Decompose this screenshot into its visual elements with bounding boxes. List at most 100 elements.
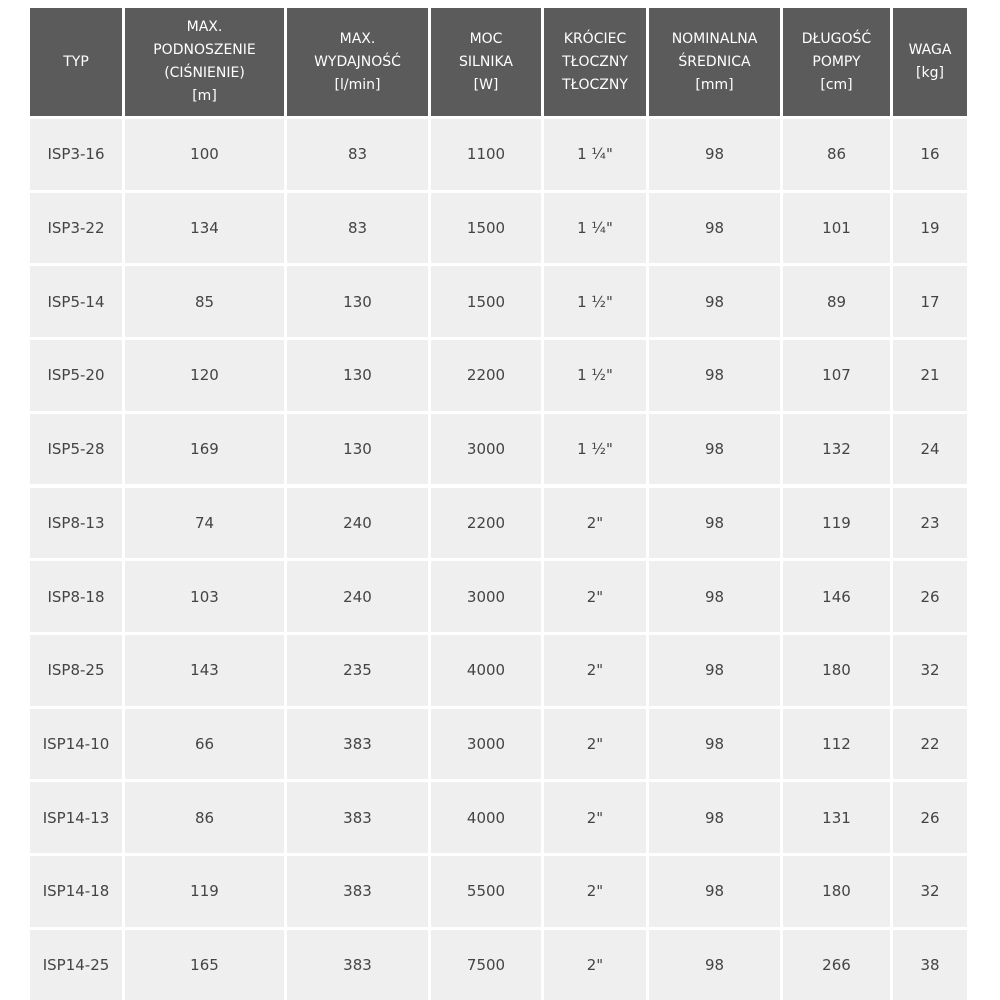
cell-text: 1 ¼" <box>577 145 613 164</box>
cell-text: ISP14-18 <box>42 882 110 901</box>
header-cell: WAGA [kg] <box>893 8 967 116</box>
table-cell: 19 <box>893 192 967 264</box>
cell-text: 98 <box>704 366 725 385</box>
table-cell: 17 <box>893 266 967 338</box>
cell-text: 98 <box>704 219 725 238</box>
table-cell: 240 <box>287 487 428 559</box>
cell-text: ISP8-13 <box>47 513 105 532</box>
cell-text: 130 <box>343 366 372 385</box>
cell-text: 5500 <box>466 882 506 901</box>
cell-text: 2" <box>586 661 604 680</box>
header-text: ŚREDNICA <box>678 53 751 70</box>
cell-text: 107 <box>822 366 851 385</box>
cell-text: 26 <box>920 587 940 606</box>
cell-text: 98 <box>704 661 725 680</box>
cell-text: 1 ½" <box>577 292 613 311</box>
table-cell: 2" <box>544 856 646 927</box>
header-text: [mm] <box>695 76 734 93</box>
cell-text: 89 <box>826 292 847 311</box>
table-cell: 107 <box>783 340 890 411</box>
header-text: (CIŚNIENIE) <box>164 65 245 81</box>
table-cell: ISP14-25 <box>30 929 122 1000</box>
cell-text: 383 <box>343 882 372 901</box>
table-cell: 143 <box>125 634 284 706</box>
table-cell: 266 <box>783 929 890 1000</box>
cell-text: 3000 <box>466 734 506 753</box>
table-cell: 98 <box>649 340 780 411</box>
table-cell: 2" <box>544 634 646 706</box>
table-cell: 2200 <box>431 340 541 411</box>
table-cell: 38 <box>893 929 967 1000</box>
cell-text: 266 <box>822 956 851 975</box>
table-cell: 5500 <box>431 856 541 927</box>
table-cell: 180 <box>783 856 890 927</box>
table-cell: ISP14-18 <box>30 856 122 927</box>
table-cell: 134 <box>125 192 284 264</box>
table-cell: 119 <box>125 856 284 927</box>
table-cell: 3000 <box>431 413 541 485</box>
cell-text: ISP14-10 <box>42 734 110 753</box>
table-cell: 240 <box>287 561 428 632</box>
table-cell: 1 ½" <box>544 413 646 485</box>
table-cell: ISP5-20 <box>30 340 122 411</box>
table-cell: 98 <box>649 708 780 780</box>
header-text: KRÓCIEC <box>563 30 627 47</box>
cell-text: 240 <box>343 587 372 606</box>
cell-text: ISP8-18 <box>47 587 105 606</box>
cell-text: 3000 <box>466 440 506 459</box>
header-cell: MAX. WYDAJNOŚĆ [l/min] <box>287 8 428 116</box>
table-cell: 83 <box>287 119 428 190</box>
cell-text: 180 <box>822 882 851 901</box>
cell-text: 1 ½" <box>577 440 613 459</box>
table-cell: 32 <box>893 856 967 927</box>
header-text: SILNIKA <box>459 53 513 70</box>
table-cell: 2" <box>544 929 646 1000</box>
cell-text: 22 <box>920 734 940 753</box>
table-cell: 1 ½" <box>544 340 646 411</box>
table-cell: 101 <box>783 192 890 264</box>
table-cell: 85 <box>125 266 284 338</box>
table-cell: ISP14-10 <box>30 708 122 780</box>
cell-text: 98 <box>704 808 725 827</box>
cell-text: 130 <box>343 440 372 459</box>
cell-text: 24 <box>920 440 940 459</box>
cell-text: ISP5-20 <box>47 366 105 385</box>
header-text: NOMINALNA <box>671 30 758 47</box>
cell-text: 240 <box>343 513 372 532</box>
header-text: [m] <box>192 88 217 104</box>
cell-text: 98 <box>704 440 725 459</box>
table-cell: 98 <box>649 929 780 1000</box>
table-cell: 165 <box>125 929 284 1000</box>
cell-text: ISP3-22 <box>47 219 105 238</box>
table-cell: 112 <box>783 708 890 780</box>
table-cell: ISP8-18 <box>30 561 122 632</box>
cell-text: ISP3-16 <box>47 145 105 164</box>
cell-text: 131 <box>822 808 851 827</box>
header-text: TYP <box>63 53 89 70</box>
table-cell: 383 <box>287 929 428 1000</box>
header-text: [l/min] <box>334 76 381 93</box>
table-cell: 98 <box>649 266 780 338</box>
header-text: MAX. <box>186 19 223 35</box>
cell-text: ISP14-13 <box>42 808 110 827</box>
table-cell: 1500 <box>431 192 541 264</box>
cell-text: 85 <box>194 292 215 311</box>
header-text: MAX. <box>339 30 376 47</box>
cell-text: 98 <box>704 587 725 606</box>
table-cell: 119 <box>783 487 890 559</box>
cell-text: 143 <box>190 661 219 680</box>
cell-text: 98 <box>704 292 725 311</box>
table-cell: 3000 <box>431 561 541 632</box>
cell-text: 119 <box>822 513 851 532</box>
table-cell: 26 <box>893 561 967 632</box>
header-cell: MOC SILNIKA [W] <box>431 8 541 116</box>
table-cell: ISP14-13 <box>30 782 122 853</box>
table-cell: 21 <box>893 340 967 411</box>
header-text: POMPY <box>812 53 861 70</box>
cell-text: 130 <box>343 292 372 311</box>
cell-text: 4000 <box>466 661 506 680</box>
cell-text: 98 <box>704 145 725 164</box>
cell-text: 83 <box>347 219 368 238</box>
cell-text: 2" <box>586 513 604 532</box>
